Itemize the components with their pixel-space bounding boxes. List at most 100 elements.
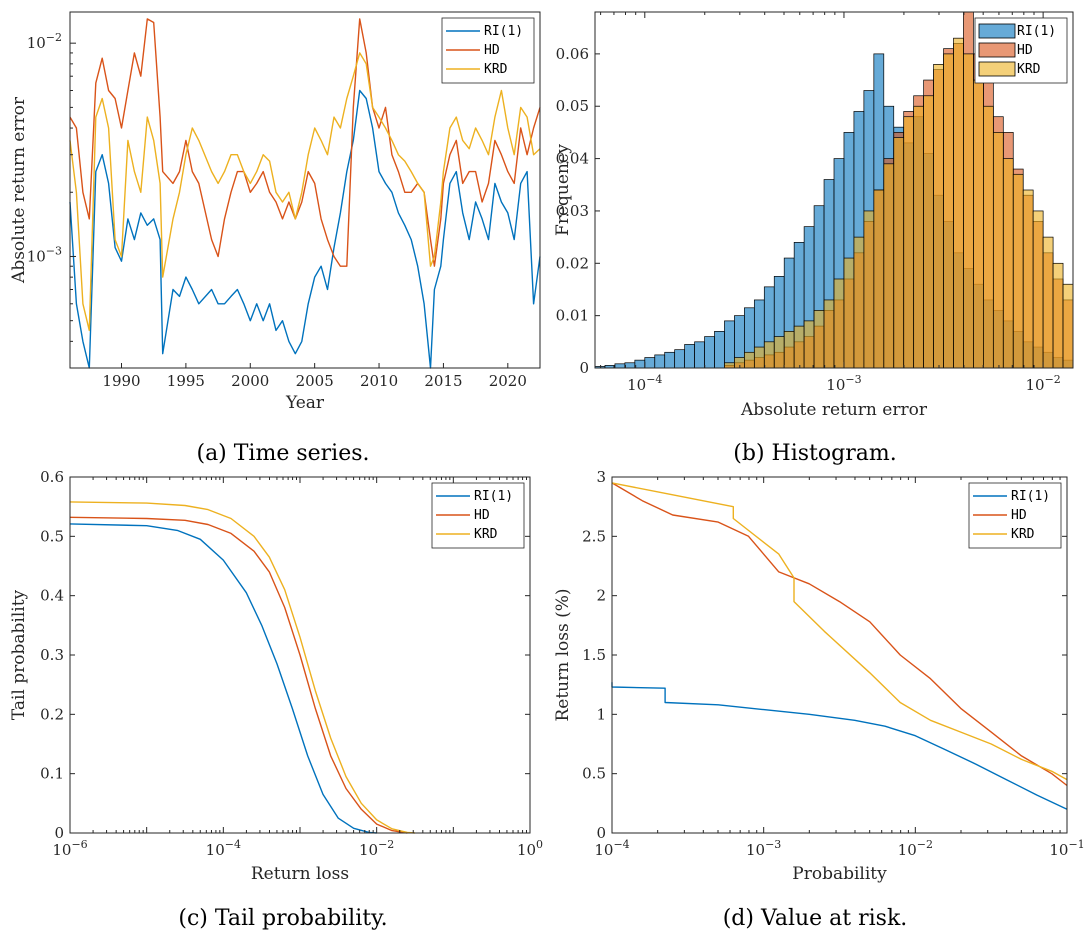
hist-bar-0 — [655, 355, 665, 368]
y-axis-label: Tail probability — [9, 589, 29, 720]
hist-bar-2 — [784, 331, 794, 368]
y-tick-label: 10−3 — [27, 244, 62, 265]
x-tick-label: 10−3 — [746, 838, 781, 859]
x-tick-label: 2005 — [296, 372, 334, 390]
y-tick-label: 0.5 — [40, 527, 64, 545]
hist-bar-2 — [924, 96, 934, 368]
x-tick-label: 10−2 — [898, 838, 933, 859]
y-axis-label: Frequency — [553, 144, 573, 236]
hist-bar-0 — [685, 344, 695, 368]
legend-swatch — [979, 62, 1015, 76]
x-tick-label: 2010 — [360, 372, 398, 390]
y-tick-label: 3 — [596, 468, 606, 486]
x-tick-label: 100 — [517, 838, 543, 859]
legend-entry: KRD — [484, 62, 508, 77]
series-line-0 — [612, 682, 1067, 809]
hist-bar-0 — [615, 364, 625, 368]
legend-swatch — [979, 24, 1015, 38]
hist-bar-2 — [764, 342, 774, 368]
y-tick-label: 0.05 — [556, 97, 589, 115]
y-tick-label: 0 — [54, 824, 64, 842]
x-tick-label: 10−4 — [627, 373, 662, 394]
hist-bar-2 — [1023, 190, 1033, 368]
legend-entry: RI(1) — [1017, 24, 1056, 39]
x-axis-label: Probability — [792, 864, 887, 884]
chart-value-at-risk: 10−4 10−3 10−2 10−1 0 0.5 1 1.5 2 2.5 3 Probability… — [553, 468, 1085, 884]
y-tick-label: 2 — [596, 587, 606, 605]
series-line-0 — [70, 91, 540, 369]
series-line-2 — [70, 53, 540, 331]
hist-bar-2 — [754, 347, 764, 368]
x-tick-label: 10−2 — [1025, 373, 1060, 394]
caption-c: (c) Tail probability. — [178, 906, 387, 931]
series-line-2 — [70, 502, 415, 833]
hist-bar-2 — [954, 38, 964, 368]
x-tick-label: 10−1 — [1049, 838, 1084, 859]
y-tick-label: 0.06 — [556, 45, 589, 63]
hist-bar-0 — [635, 360, 645, 368]
legend-entry: HD — [474, 508, 490, 523]
hist-bar-2 — [1003, 159, 1013, 368]
hist-bar-2 — [854, 237, 864, 368]
hist-bar-2 — [834, 279, 844, 368]
hist-bar-2 — [1053, 263, 1063, 368]
hist-bar-2 — [963, 54, 973, 368]
legend-entry: KRD — [1017, 62, 1041, 77]
x-tick-label: 10−3 — [826, 373, 861, 394]
y-tick-label: 0 — [579, 359, 589, 377]
hist-bar-2 — [824, 300, 834, 368]
x-tick-label: 1995 — [167, 372, 205, 390]
hist-bar-2 — [914, 106, 924, 368]
hist-bar-2 — [944, 54, 954, 368]
hist-bar-2 — [973, 80, 983, 368]
y-tick-label: 0.01 — [556, 307, 589, 325]
hist-bar-0 — [665, 352, 675, 368]
legend-swatch — [979, 43, 1015, 57]
hist-bar-2 — [1013, 174, 1023, 368]
legend-entry: KRD — [474, 527, 498, 542]
hist-bar-2 — [864, 211, 874, 368]
hist-bar-2 — [904, 117, 914, 368]
legend-entry: HD — [1017, 43, 1033, 58]
hist-bar-2 — [1063, 284, 1073, 368]
y-tick-label: 0 — [596, 824, 606, 842]
y-axis-label: Absolute return error — [9, 96, 29, 284]
hist-bar-2 — [874, 190, 884, 368]
caption-a: (a) Time series. — [196, 441, 369, 466]
y-tick-label: 2.5 — [582, 527, 606, 545]
y-tick-label: 1 — [596, 705, 606, 723]
hist-bar-2 — [1043, 237, 1053, 368]
legend-entry: HD — [1011, 508, 1027, 523]
hist-bar-2 — [744, 352, 754, 368]
x-tick-label: 10−2 — [359, 838, 394, 859]
caption-d: (d) Value at risk. — [723, 906, 908, 931]
x-axis-label: Year — [285, 393, 325, 413]
hist-bar-2 — [844, 258, 854, 368]
hist-bar-2 — [724, 363, 734, 368]
series-line-0 — [70, 524, 377, 833]
hist-bar-2 — [1033, 211, 1043, 368]
hist-bar-0 — [645, 358, 655, 368]
hist-bar-2 — [934, 64, 944, 368]
y-tick-label: 0.2 — [40, 705, 64, 723]
x-axis-label: Absolute return error — [740, 400, 928, 420]
y-axis-label: Return loss (%) — [553, 588, 573, 721]
chart-tail-probability: 10−6 10−4 10−2 100 0 0.1 0.2 0.3 0.4 0.5 0.6 Return… — [9, 468, 543, 884]
y-tick-label: 0.02 — [556, 254, 589, 272]
x-tick-label: 2000 — [231, 372, 269, 390]
x-axis-label: Return loss — [251, 864, 349, 884]
hist-bar-2 — [774, 337, 784, 368]
legend-entry: RI(1) — [1011, 489, 1050, 504]
hist-bar-2 — [894, 138, 904, 368]
hist-bar-0 — [695, 342, 705, 368]
hist-bar-0 — [705, 337, 715, 368]
x-tick-label: 10−4 — [206, 838, 241, 859]
y-tick-label: 1.5 — [582, 646, 606, 664]
y-tick-label: 0.1 — [40, 765, 64, 783]
hist-bar-0 — [724, 321, 734, 368]
y-tick-label: 0.3 — [40, 646, 64, 664]
hist-bar-0 — [675, 350, 685, 368]
chart-histogram: 10−4 10−3 10−200.010.020.030.040.050.06Abs… — [553, 12, 1073, 420]
y-tick-label: 0.6 — [40, 468, 64, 486]
